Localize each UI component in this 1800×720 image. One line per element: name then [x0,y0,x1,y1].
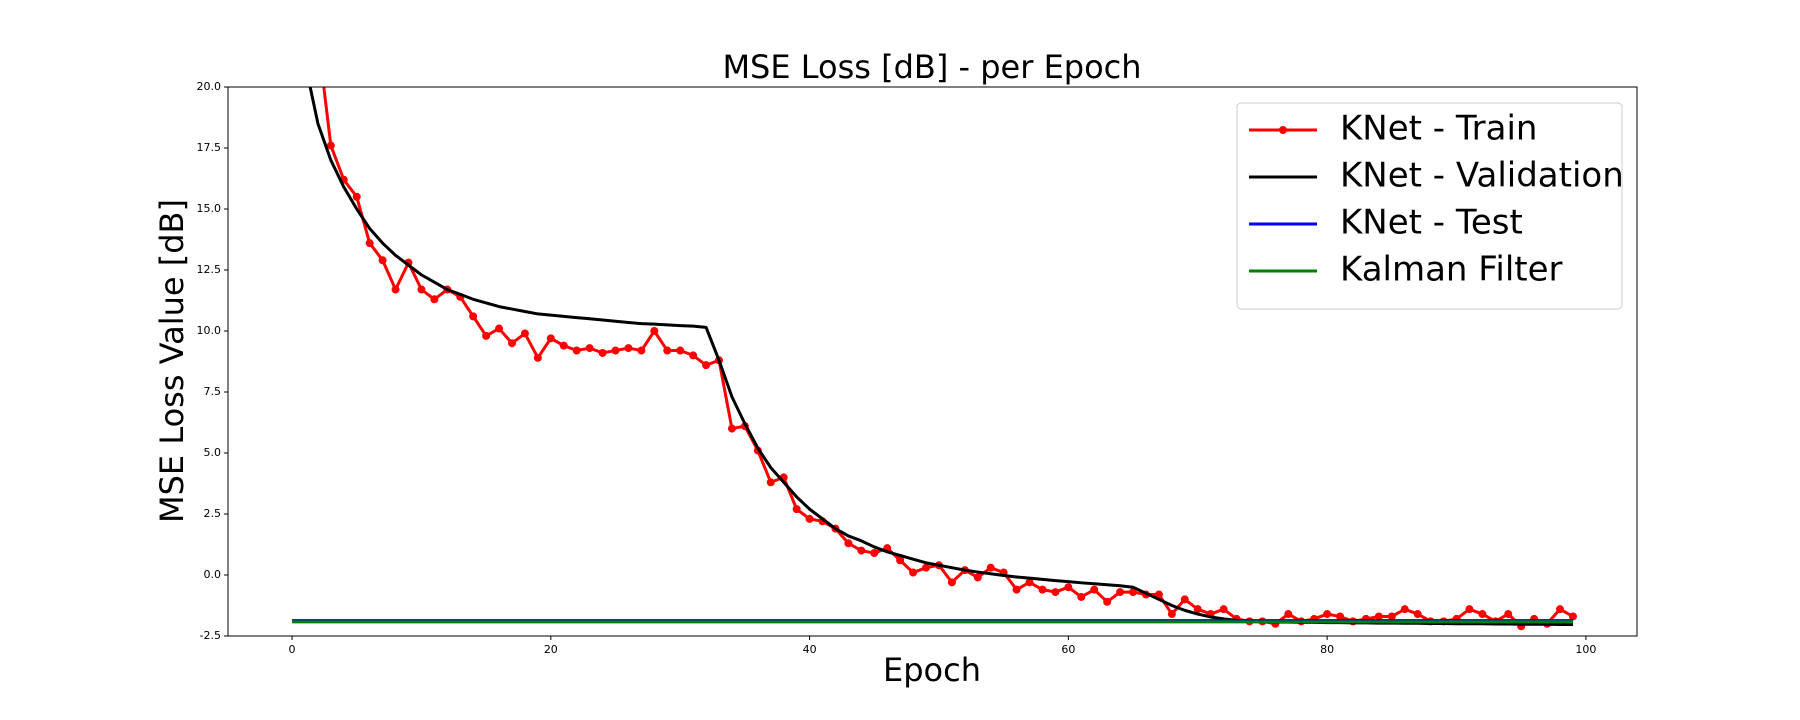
legend: KNet - Train KNet - Validation KNet - Test… [1236,102,1624,310]
data-point [637,346,646,355]
plot-frame [227,86,1638,637]
legend-label: KNet - Validation [1340,156,1624,196]
data-point [805,514,814,523]
data-point [533,353,542,362]
data-point [482,331,491,340]
data-point [1284,610,1293,619]
data-point [1193,605,1202,614]
data-point [702,361,711,370]
chart-title: MSE Loss [dB] - per Epoch [722,48,1141,86]
data-point [572,346,581,355]
legend-label: Kalman Filter [1340,250,1563,290]
data-point [947,578,956,587]
x-axis-label: Epoch [883,651,981,689]
data-point [1387,612,1396,621]
data-point [857,546,866,555]
data-point [1556,605,1565,614]
y-axis-label: MSE Loss Value [dB] [153,199,191,523]
data-point [973,573,982,582]
data-point [1103,597,1112,606]
legend-label: KNet - Test [1340,203,1523,243]
y-tick-label: 10.0 [197,324,222,337]
legend-frame [1236,102,1623,310]
data-point [1077,592,1086,601]
data-point [1090,585,1099,594]
data-point [546,334,555,343]
y-tick-label: 5.0 [204,446,222,459]
data-point [1051,588,1060,597]
data-point [922,563,931,572]
y-tick-label: 2.5 [204,507,222,520]
x-tick-label: 60 [1061,643,1075,656]
data-point [727,424,736,433]
data-point [507,339,516,348]
plot-area [292,87,1577,631]
data-point [844,539,853,548]
data-point [326,141,335,150]
y-tick-label: 12.5 [197,263,222,276]
data-point [663,346,672,355]
x-tick-label: 100 [1575,643,1596,656]
data-point [624,344,633,353]
data-point [430,295,439,304]
data-point [611,346,620,355]
data-point [391,285,400,294]
data-point [352,192,361,201]
data-point [676,346,685,355]
data-point [1064,583,1073,592]
data-point [598,348,607,357]
data-point [1154,590,1163,599]
data-point [1374,612,1383,621]
data-point [1180,595,1189,604]
data-point [650,327,659,335]
data-point [1478,610,1487,619]
x-tick-label: 0 [289,643,296,656]
data-point [1465,605,1474,614]
data-point [1400,605,1409,614]
data-point [870,549,879,558]
x-tick-label: 80 [1320,643,1334,656]
data-point [766,478,775,487]
data-point [585,344,594,353]
data-point [1038,585,1047,594]
y-tick-label: -2.5 [200,629,221,642]
data-point [417,285,426,294]
legend-marker [1279,126,1287,134]
data-point [986,563,995,572]
data-point [689,351,698,360]
data-point [1129,588,1138,597]
data-point [1167,610,1176,619]
data-point [469,312,478,321]
y-tick-label: 15.0 [197,202,222,215]
data-point [1413,610,1422,619]
data-point [909,568,918,577]
data-point [1219,605,1228,614]
data-point [520,329,529,338]
data-point [1504,610,1513,619]
y-tick-label: 17.5 [197,141,222,154]
data-point [1323,610,1332,619]
data-point [1012,585,1021,594]
data-point [559,341,568,350]
legend-label: KNet - Train [1340,109,1537,149]
data-point [792,505,801,514]
data-point [495,324,504,333]
data-point [1025,578,1034,587]
data-point [365,239,374,248]
data-point [1336,612,1345,621]
data-point [1568,612,1577,621]
data-point [378,256,387,265]
y-tick-label: 20.0 [197,80,222,93]
data-point [1116,588,1125,597]
data-point [896,556,905,565]
y-tick-label: 0.0 [204,568,222,581]
x-tick-label: 20 [544,643,558,656]
y-tick-label: 7.5 [204,385,222,398]
x-tick-label: 40 [803,643,817,656]
